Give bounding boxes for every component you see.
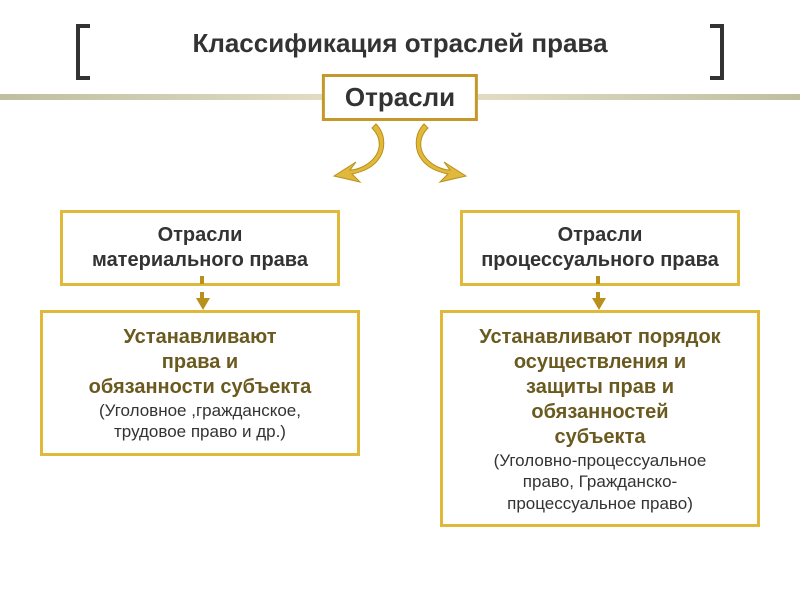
desc-left-line2: права и (162, 350, 238, 375)
category-left-line1: Отрасли (158, 223, 243, 248)
desc-right-line1: Устанавливают порядок (479, 325, 720, 350)
arrow-to-right-branch (410, 122, 470, 192)
desc-left-sub2: трудовое право и др.) (114, 421, 286, 442)
category-right-line2: процессуального права (481, 248, 719, 273)
arrow-to-left-branch (330, 122, 390, 192)
desc-right-sub2: право, Гражданско- (523, 471, 677, 492)
title-container: Классификация отраслей права (0, 28, 800, 59)
desc-left-line1: Устанавливают (124, 325, 277, 350)
description-procedural-law: Устанавливают порядок осуществления и за… (440, 310, 760, 527)
desc-left-sub1: (Уголовное ,гражданское, (99, 400, 301, 421)
desc-right-sub3: процессуальное право) (507, 493, 693, 514)
desc-right-line4: обязанностей (531, 400, 668, 425)
description-material-law: Устанавливают права и обязанности субъек… (40, 310, 360, 456)
desc-right-line2: осуществления и (514, 350, 686, 375)
root-label: Отрасли (345, 81, 455, 114)
dashed-arrow-right (596, 276, 600, 300)
desc-right-line5: субъекта (555, 425, 646, 450)
desc-left-line3: обязанности субъекта (89, 375, 312, 400)
desc-right-sub1: (Уголовно-процессуальное (494, 450, 707, 471)
category-right-line1: Отрасли (558, 223, 643, 248)
root-node: Отрасли (322, 74, 478, 121)
category-material-law: Отрасли материального права (60, 210, 340, 286)
page-title: Классификация отраслей права (174, 28, 625, 59)
desc-right-line3: защиты прав и (526, 375, 674, 400)
dashed-arrow-left (200, 276, 204, 300)
category-procedural-law: Отрасли процессуального права (460, 210, 740, 286)
category-left-line2: материального права (92, 248, 308, 273)
